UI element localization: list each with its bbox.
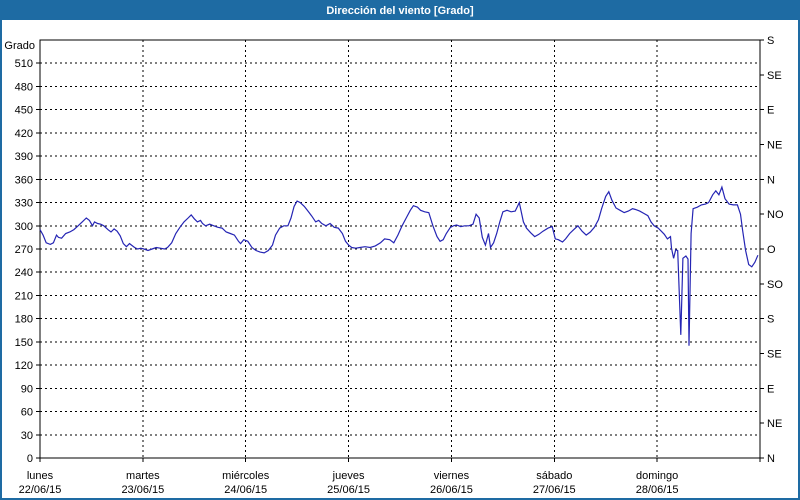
y-tick-label-390: 390: [15, 151, 33, 163]
y-tick-label-480: 480: [15, 81, 33, 93]
y-tick-label-210: 210: [15, 290, 33, 302]
y-tick-label-420: 420: [15, 128, 33, 140]
y-tick-label-360: 360: [15, 174, 33, 186]
day-date-5: 27/06/15: [533, 484, 576, 496]
compass-label-270: O: [767, 244, 776, 256]
y-tick-label-450: 450: [15, 105, 33, 117]
day-date-6: 28/06/15: [636, 484, 679, 496]
day-date-1: 23/06/15: [121, 484, 164, 496]
compass-label-315: NO: [767, 209, 784, 221]
day-name-3: jueves: [332, 470, 365, 482]
title-bar: Dirección del viento [Grado]: [2, 2, 798, 20]
day-date-0: 22/06/15: [19, 484, 62, 496]
y-tick-label-90: 90: [21, 383, 33, 395]
plot-frame: [39, 39, 761, 459]
day-name-5: sábado: [536, 470, 572, 482]
day-name-0: lunes: [27, 470, 54, 482]
compass-label-0: N: [767, 453, 775, 465]
day-name-1: martes: [126, 470, 160, 482]
day-name-4: viernes: [434, 470, 470, 482]
y-tick-label-60: 60: [21, 407, 33, 419]
compass-label-495: SE: [767, 70, 782, 82]
y-tick-label-150: 150: [15, 337, 33, 349]
y-tick-label-120: 120: [15, 360, 33, 372]
compass-label-540: S: [767, 35, 774, 47]
wind-direction-line: [39, 185, 759, 346]
compass-label-90: E: [767, 383, 774, 395]
compass-label-405: NE: [767, 140, 782, 152]
day-name-6: domingo: [636, 470, 678, 482]
compass-label-135: SE: [767, 349, 782, 361]
wind-direction-chart: 0 30 60 90 120 150 180 210 240 270 300 330 360 390 420…: [4, 35, 784, 496]
y-tick-label-270: 270: [15, 244, 33, 256]
y-tick-label-30: 30: [21, 430, 33, 442]
y-axis-title: Grado: [4, 40, 35, 52]
day-name-2: miércoles: [222, 470, 270, 482]
day-date-2: 24/06/15: [224, 484, 267, 496]
y-tick-label-330: 330: [15, 198, 33, 210]
compass-label-225: SO: [767, 279, 783, 291]
day-date-3: 25/06/15: [327, 484, 370, 496]
y-tick-label-180: 180: [15, 314, 33, 326]
y-tick-label-0: 0: [27, 453, 33, 465]
compass-label-45: NE: [767, 418, 782, 430]
y-tick-label-240: 240: [15, 267, 33, 279]
compass-label-450: E: [767, 105, 774, 117]
y-tick-label-300: 300: [15, 221, 33, 233]
y-tick-label-510: 510: [15, 58, 33, 70]
compass-label-360: N: [767, 174, 775, 186]
window-title: Dirección del viento [Grado]: [326, 5, 474, 17]
day-date-4: 26/06/15: [430, 484, 473, 496]
compass-label-180: S: [767, 314, 774, 326]
